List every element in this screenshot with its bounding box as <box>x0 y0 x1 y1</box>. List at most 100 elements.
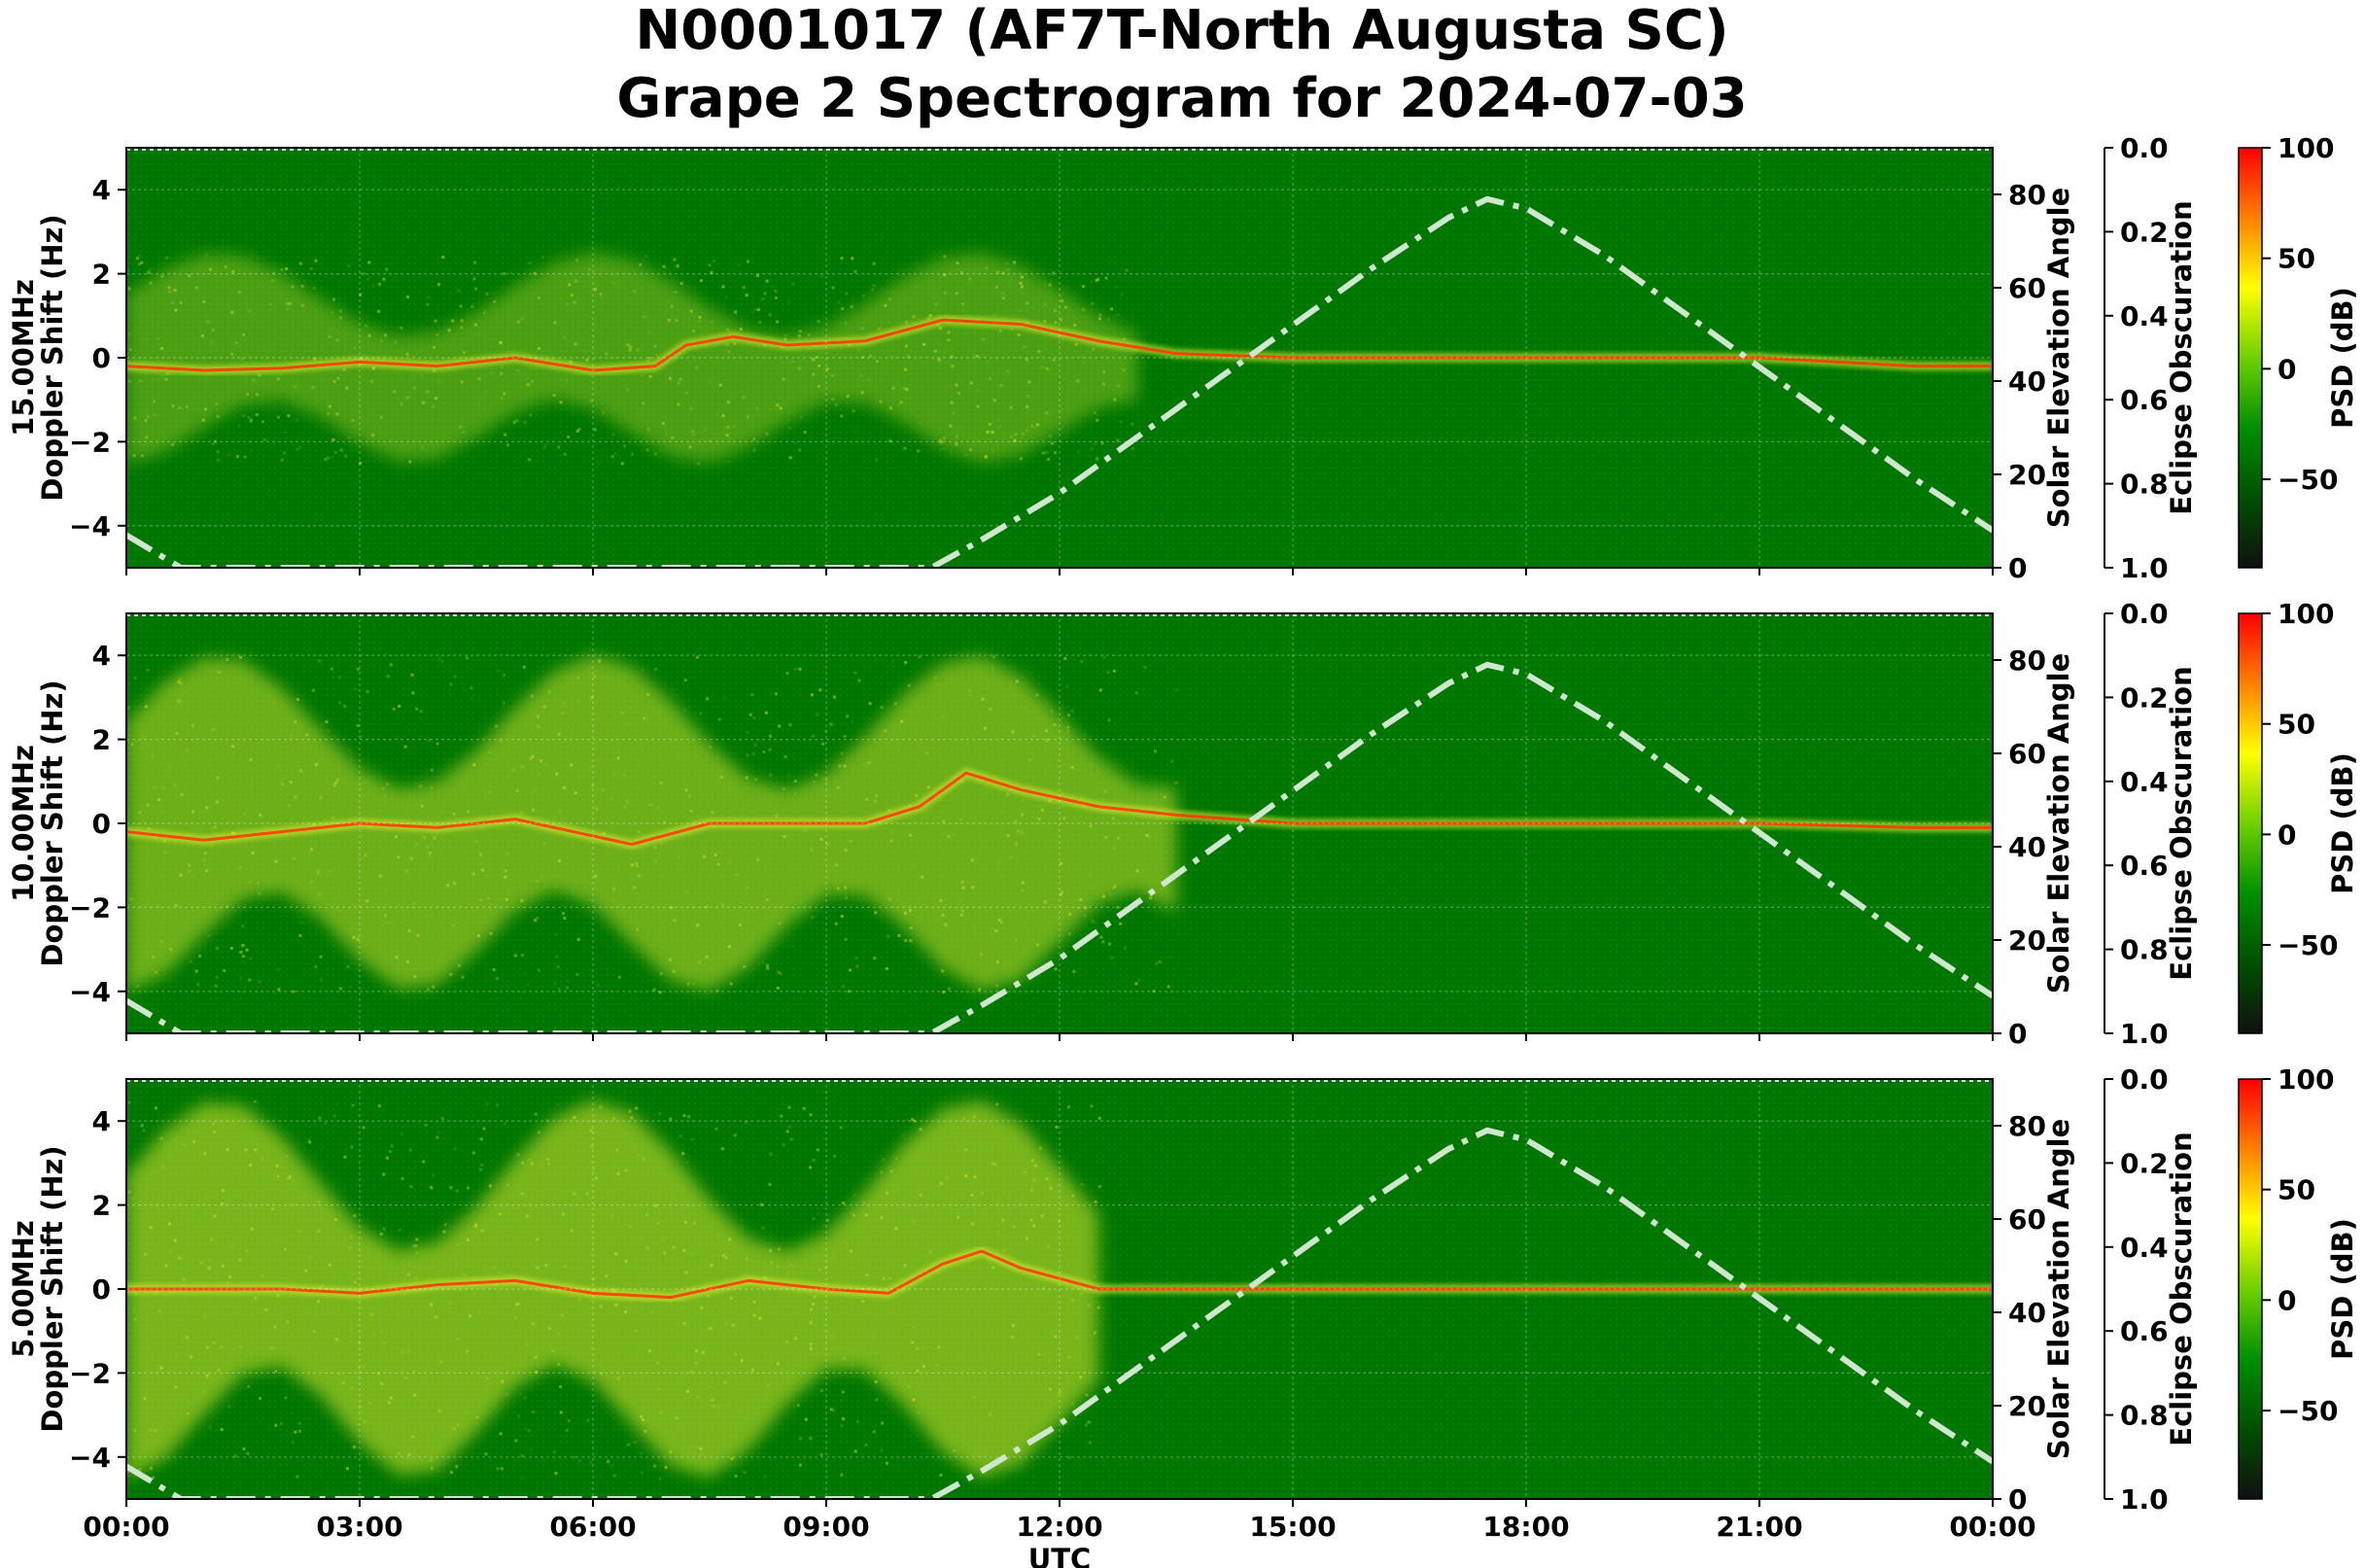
spectrogram-area <box>126 1079 1993 1499</box>
psd-tick-label: −50 <box>2278 464 2338 496</box>
eclipse-tick-label: 0.2 <box>2120 681 2169 714</box>
eclipse-tick-label: 1.0 <box>2120 1018 2169 1050</box>
elevation-axis-label: Solar Elevation Angle <box>2042 1119 2075 1460</box>
eclipse-tick-label: 0.8 <box>2120 934 2169 966</box>
utc-tick-label: 15:00 <box>1249 1511 1336 1543</box>
doppler-tick-label: −4 <box>69 1442 111 1474</box>
doppler-tick-label: 0 <box>92 1273 111 1306</box>
psd-colorbar <box>2238 147 2263 569</box>
utc-tick-label: 21:00 <box>1716 1511 1802 1543</box>
solar-elevation-curve <box>126 661 1993 1033</box>
psd-axis-label: PSD (dB) <box>2326 752 2359 894</box>
elevation-tick-label: 40 <box>2008 831 2046 863</box>
eclipse-tick-label: 0.8 <box>2120 1400 2169 1432</box>
elevation-tick-label: 0 <box>2008 1483 2027 1516</box>
solar-elevation-curve <box>126 195 1993 568</box>
doppler-tick-label: −2 <box>69 1357 111 1389</box>
elevation-tick-label: 40 <box>2008 1297 2046 1329</box>
eclipse-tick-label: 0.0 <box>2120 1063 2169 1096</box>
band-label: 5.00MHz <box>7 1220 40 1358</box>
eclipse-tick-label: 0.2 <box>2120 1147 2169 1179</box>
grid <box>126 148 1993 568</box>
doppler-axis-label: Doppler Shift (Hz) <box>36 214 69 501</box>
eclipse-tick-label: 0.6 <box>2120 850 2169 882</box>
eclipse-tick-label: 0.0 <box>2120 132 2169 164</box>
figure-title-line1: N0001017 (AF7T-North Augusta SC) <box>635 0 1728 62</box>
carrier-trace <box>126 1249 1993 1300</box>
psd-tick-label: 50 <box>2278 1174 2315 1206</box>
eclipse-tick-label: 0.4 <box>2120 300 2169 332</box>
elevation-tick-label: 80 <box>2008 645 2046 677</box>
eclipse-tick-label: 0.8 <box>2120 469 2169 501</box>
eclipse-tick-label: 0.2 <box>2120 216 2169 248</box>
elevation-tick-label: 0 <box>2008 552 2027 584</box>
elevation-tick-label: 80 <box>2008 1110 2046 1142</box>
doppler-tick-label: 4 <box>92 174 111 206</box>
utc-tick-label: 00:00 <box>83 1511 169 1543</box>
psd-tick-label: 100 <box>2278 132 2334 164</box>
figure-title-line2: Grape 2 Spectrogram for 2024-07-03 <box>616 67 1747 130</box>
doppler-tick-label: 0 <box>92 342 111 374</box>
utc-tick-label: 03:00 <box>316 1511 402 1543</box>
psd-colorbar <box>2238 1078 2263 1500</box>
doppler-tick-label: −2 <box>69 891 111 923</box>
noise-speckles <box>126 655 1178 994</box>
spectrogram-area <box>126 148 1993 568</box>
spectrogram-area <box>126 613 1993 1033</box>
elevation-tick-label: 20 <box>2008 459 2046 491</box>
eclipse-tick-label: 0.6 <box>2120 384 2169 416</box>
psd-tick-label: 100 <box>2278 1063 2334 1096</box>
utc-tick-label: 12:00 <box>1016 1511 1102 1543</box>
noise-speckles <box>126 253 1136 466</box>
grid <box>126 613 1993 1033</box>
elevation-tick-label: 20 <box>2008 1390 2046 1422</box>
doppler-tick-label: −2 <box>69 426 111 458</box>
utc-axis-label: UTC <box>1028 1543 1092 1568</box>
elevation-tick-label: 20 <box>2008 924 2046 957</box>
eclipse-tick-label: 1.0 <box>2120 552 2169 584</box>
carrier-trace <box>126 771 1993 847</box>
elevation-tick-label: 0 <box>2008 1018 2027 1050</box>
elevation-tick-label: 60 <box>2008 1203 2046 1236</box>
night-glow <box>126 253 1137 463</box>
eclipse-tick-label: 0.4 <box>2120 766 2169 798</box>
doppler-tick-label: 0 <box>92 808 111 840</box>
psd-axis-label: PSD (dB) <box>2326 1218 2359 1360</box>
elevation-tick-label: 40 <box>2008 366 2046 398</box>
night-glow <box>126 655 1176 992</box>
psd-tick-label: 0 <box>2278 353 2296 385</box>
doppler-tick-label: 4 <box>92 640 111 672</box>
eclipse-axis-label: Eclipse Obscuration <box>2165 1132 2198 1446</box>
eclipse-tick-label: 0.4 <box>2120 1232 2169 1264</box>
psd-tick-label: −50 <box>2278 929 2338 961</box>
elevation-tick-label: 80 <box>2008 179 2046 211</box>
psd-tick-label: 0 <box>2278 819 2296 851</box>
eclipse-tick-label: 0.6 <box>2120 1315 2169 1347</box>
utc-tick-label: 18:00 <box>1482 1511 1569 1543</box>
doppler-tick-label: 2 <box>92 724 111 756</box>
utc-tick-label: 06:00 <box>549 1511 636 1543</box>
doppler-tick-label: 2 <box>92 259 111 291</box>
utc-tick-label: 09:00 <box>783 1511 869 1543</box>
band-label: 10.00MHz <box>7 745 40 902</box>
psd-tick-label: 100 <box>2278 598 2334 630</box>
doppler-tick-label: −4 <box>69 510 111 542</box>
elevation-tick-label: 60 <box>2008 738 2046 770</box>
psd-tick-label: 50 <box>2278 709 2315 741</box>
band-label: 15.00MHz <box>7 279 40 436</box>
eclipse-tick-label: 1.0 <box>2120 1483 2169 1516</box>
elevation-tick-label: 60 <box>2008 272 2046 304</box>
psd-tick-label: −50 <box>2278 1395 2338 1427</box>
psd-tick-label: 0 <box>2278 1284 2296 1316</box>
eclipse-axis-label: Eclipse Obscuration <box>2165 200 2198 514</box>
psd-tick-label: 50 <box>2278 243 2315 275</box>
carrier-trace <box>126 318 1993 372</box>
utc-tick-label: 00:00 <box>1949 1511 2035 1543</box>
grid <box>126 1079 1993 1499</box>
doppler-axis-label: Doppler Shift (Hz) <box>36 679 69 966</box>
